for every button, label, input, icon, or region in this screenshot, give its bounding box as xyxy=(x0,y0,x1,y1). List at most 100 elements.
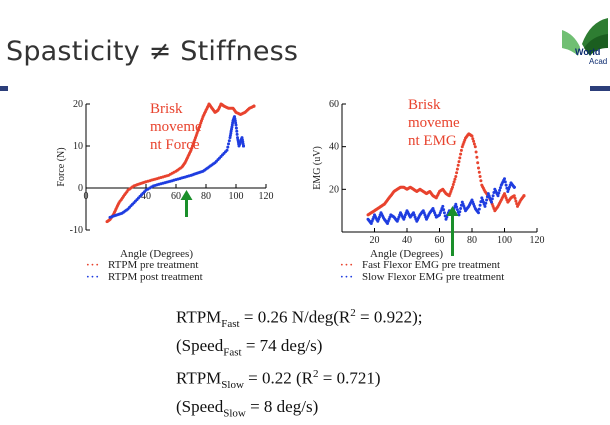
data-point xyxy=(452,180,456,184)
data-point xyxy=(458,210,462,214)
data-point xyxy=(496,194,500,198)
data-point xyxy=(498,188,502,192)
data-point xyxy=(441,204,445,208)
left-annotation: Brisk moveme nt Force xyxy=(150,101,202,153)
x-tick-label: 60 xyxy=(435,235,445,246)
data-point xyxy=(475,155,479,159)
data-point xyxy=(226,145,230,149)
x-tick-label: 20 xyxy=(370,235,380,246)
data-point xyxy=(503,180,507,184)
data-point xyxy=(490,200,493,204)
logo-wordmark: World Acad xyxy=(575,47,608,67)
data-point xyxy=(454,175,458,178)
data-point xyxy=(513,196,517,200)
legend-label: RTPM post treatment xyxy=(108,271,203,283)
x-tick-label: 100 xyxy=(229,191,244,202)
data-point xyxy=(484,201,488,205)
y-tick-label: 0 xyxy=(78,183,83,194)
data-point xyxy=(455,205,459,209)
data-point xyxy=(479,179,483,183)
data-point xyxy=(225,148,229,152)
data-point xyxy=(453,177,457,181)
y-tick-label: 20 xyxy=(73,99,83,110)
data-point xyxy=(503,177,506,181)
data-point xyxy=(455,208,459,212)
left-legend: ··· RTPM pre treatment ··· RTPM post treat… xyxy=(86,259,203,283)
x-tick-label: 40 xyxy=(402,235,412,246)
logo-line2: Acad xyxy=(589,57,608,66)
data-point xyxy=(497,191,501,195)
formula-speed-fast: (SpeedFast = 74 deg/s) xyxy=(176,336,323,359)
y-tick-label: 40 xyxy=(329,142,339,153)
legend-label: Slow Flexor EMG pre treatment xyxy=(362,271,505,283)
x-tick-label: 100 xyxy=(497,235,512,246)
formula-slow: RTPMSlow = 0.22 (R2 = 0.721) xyxy=(176,368,381,392)
legend-marker-icon: ··· xyxy=(340,259,355,271)
data-point xyxy=(227,142,230,146)
left-x-axis-label: Angle (Degrees) xyxy=(120,248,193,260)
data-point xyxy=(455,171,459,175)
data-point xyxy=(477,170,481,174)
data-point xyxy=(459,148,463,152)
data-point xyxy=(227,139,231,143)
legend-item-rtpm-post: ··· RTPM post treatment xyxy=(86,271,203,283)
legend-item-slow-flexor: ··· Slow Flexor EMG pre treatment xyxy=(340,271,504,283)
data-point xyxy=(474,150,478,154)
data-point xyxy=(458,156,462,160)
legend-item-fast-flexor: ··· Fast Flexor EMG pre treatment xyxy=(340,259,504,271)
y-tick-label: 60 xyxy=(329,99,339,110)
data-point xyxy=(234,126,238,130)
data-point xyxy=(470,134,474,138)
x-tick-label: 40 xyxy=(141,191,151,202)
data-point xyxy=(235,129,239,133)
data-point xyxy=(451,183,455,186)
legend-item-rtpm-pre: ··· RTPM pre treatment xyxy=(86,259,203,271)
data-point xyxy=(477,207,481,211)
y-axis-label: EMG (uV) xyxy=(312,146,323,190)
data-point xyxy=(512,194,516,198)
data-point xyxy=(477,166,480,170)
data-point xyxy=(234,123,238,127)
y-tick-label: 20 xyxy=(329,184,339,195)
x-tick-label: 80 xyxy=(467,235,477,246)
data-point xyxy=(473,145,477,149)
y-tick-label: -10 xyxy=(70,225,83,236)
data-point xyxy=(459,207,463,210)
data-point xyxy=(491,194,495,198)
data-point xyxy=(242,144,245,148)
data-point xyxy=(522,194,526,198)
data-point xyxy=(485,198,489,202)
data-point xyxy=(512,185,516,189)
data-point xyxy=(477,211,480,215)
data-point xyxy=(472,139,476,143)
data-point xyxy=(456,163,460,167)
data-point xyxy=(472,142,476,146)
data-point xyxy=(235,132,239,136)
x-tick-label: 80 xyxy=(201,191,211,202)
data-point xyxy=(490,197,494,201)
data-point xyxy=(478,203,482,207)
title-rule-left xyxy=(0,86,8,91)
data-point xyxy=(504,183,508,187)
data-point xyxy=(442,211,446,215)
data-point xyxy=(483,204,487,208)
data-point xyxy=(471,137,475,141)
slide-title: Spasticity ≠ Stiffness xyxy=(6,36,299,67)
legend-label: Fast Flexor EMG pre treatment xyxy=(362,259,501,271)
logo-line1: World xyxy=(575,47,601,57)
x-tick-label: 60 xyxy=(171,191,181,202)
arrow-head-icon xyxy=(180,190,193,200)
title-rule-right xyxy=(590,86,610,91)
data-point xyxy=(442,208,446,212)
regression-formulas: RTPMFast = 0.26 N/deg(R2 = 0.922); (Spee… xyxy=(176,302,423,425)
legend-label: RTPM pre treatment xyxy=(108,259,199,271)
legend-marker-icon: ··· xyxy=(86,271,101,283)
right-x-axis-label: Angle (Degrees) xyxy=(370,248,443,260)
data-point xyxy=(478,175,482,178)
x-tick-label: 120 xyxy=(259,191,274,202)
data-point xyxy=(459,152,463,156)
x-tick-label: 0 xyxy=(84,191,89,202)
arrow-head-icon xyxy=(446,206,459,216)
data-point xyxy=(454,202,458,206)
book-logo-icon xyxy=(562,18,608,56)
